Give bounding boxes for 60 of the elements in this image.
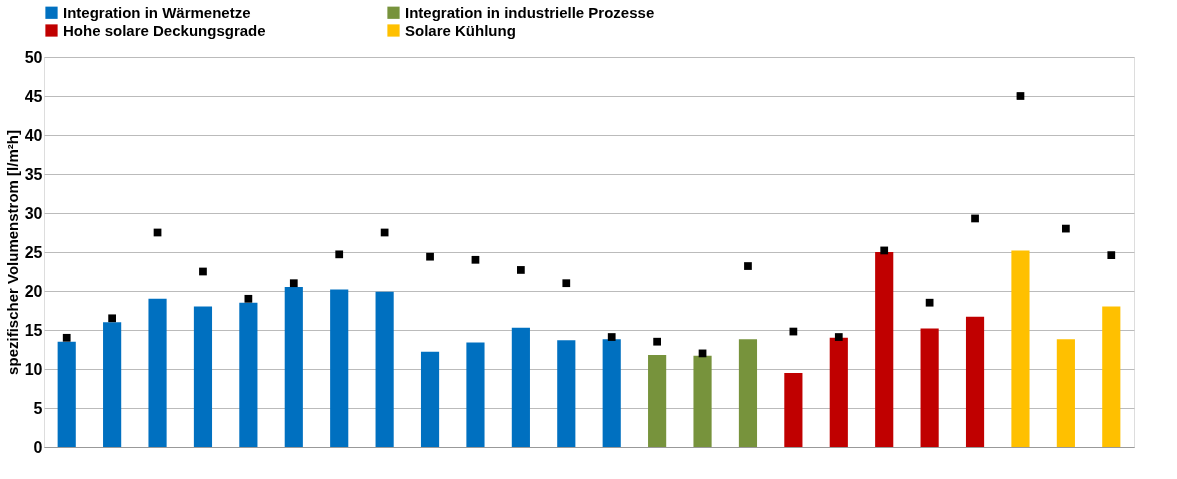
bar [148, 298, 167, 447]
y-tick-label: 35 [24, 165, 43, 183]
point [607, 333, 616, 341]
y-tick-label: 45 [24, 87, 43, 105]
point [1062, 224, 1070, 233]
bar [784, 372, 803, 447]
bar [602, 339, 621, 447]
y-tick-label: 25 [24, 243, 43, 261]
point [244, 294, 253, 303]
point [1016, 92, 1025, 100]
bar [1102, 306, 1121, 447]
bar [103, 322, 122, 447]
bar [829, 337, 848, 447]
point [62, 333, 71, 342]
legend-label: Integration in industrielle Prozesse [405, 3, 655, 21]
bar [239, 302, 258, 447]
bar [875, 252, 894, 447]
bar [284, 287, 303, 447]
point [426, 252, 434, 261]
y-tick-label: 20 [24, 282, 43, 300]
y-tick-label: 10 [24, 360, 43, 378]
point [925, 298, 934, 307]
bar [920, 328, 939, 447]
legend-label: Hohe solare Deckungsgrade [63, 21, 266, 39]
y-tick-label: 5 [33, 399, 43, 417]
point [289, 279, 298, 288]
point [971, 214, 979, 223]
bar [193, 306, 213, 447]
bar [466, 342, 485, 447]
bar [738, 339, 758, 447]
point [653, 337, 661, 346]
point [1107, 251, 1116, 259]
point [562, 279, 571, 288]
bar [1056, 339, 1075, 447]
legend-label: Solare Kühlung [405, 21, 516, 39]
bar [648, 354, 667, 447]
bar [57, 341, 76, 447]
bar [693, 355, 712, 447]
point [834, 333, 843, 341]
y-tick-label: 30 [24, 204, 43, 222]
point [335, 250, 344, 259]
bar [965, 316, 985, 447]
point [744, 262, 752, 270]
y-tick-label: 15 [24, 321, 43, 339]
point [199, 267, 207, 276]
bar [375, 291, 394, 447]
bar [1011, 250, 1030, 447]
bar [557, 340, 576, 447]
point [471, 255, 480, 264]
point [108, 314, 116, 323]
bar [511, 327, 530, 447]
y-tick-label: 50 [24, 48, 43, 66]
point [880, 246, 889, 255]
bar [330, 289, 349, 447]
legend-label: Integration in Wärmenetze [63, 3, 251, 21]
point [517, 266, 525, 274]
y-tick-label: 0 [33, 438, 43, 456]
y-axis-title: spezifischer Volumenstrom [l/m²h] [3, 130, 21, 375]
bar [420, 351, 440, 447]
y-tick-label: 40 [24, 126, 43, 144]
